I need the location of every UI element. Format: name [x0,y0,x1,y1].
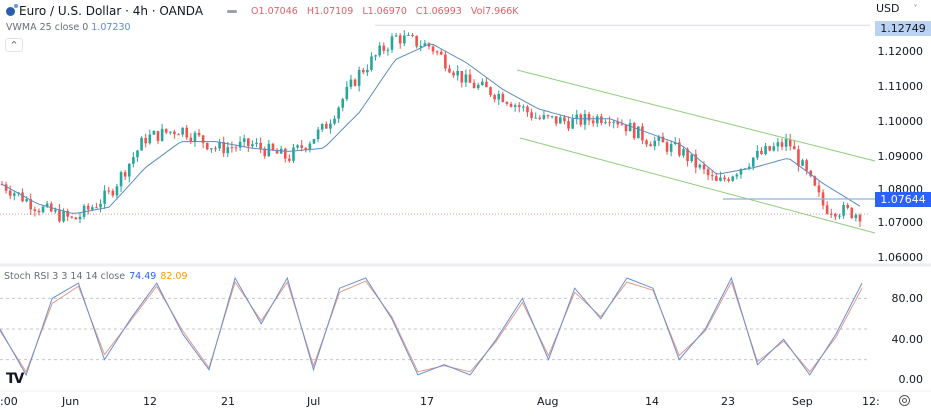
time-label: Aug [537,395,559,408]
price-label: 1.06000 [877,251,924,264]
time-label: 23 [721,395,735,408]
volume-value: Vol7.966K [470,5,519,17]
close-value: C1.06993 [415,5,462,17]
chart-settings-icon[interactable] [899,395,910,406]
collapse-indicators-button[interactable]: ^ [5,38,23,52]
collapse-legend-icon[interactable] [227,9,238,13]
price-label: 1.07000 [877,216,924,229]
time-label: Sep [792,395,813,408]
stoch-k-value: 74.49 [129,271,157,282]
stoch-rsi-legend[interactable]: Stoch RSI 3 3 14 14 close 74.49 82.09 [4,271,188,282]
low-value: L1.06970 [362,5,407,17]
vwma-value: 1.07230 [91,22,131,33]
vwma-label: VWMA 25 close 0 [6,22,89,33]
rsi-axis-label: 80.00 [891,292,924,305]
currency-flag-icon [6,3,18,16]
time-label: Jul [307,395,321,408]
symbol-legend: Euro / U.S. Dollar · 4h · OANDA O1.07046… [6,3,525,18]
price-label: 1.10000 [877,115,924,128]
ohlc-values: O1.07046 H1.07109 L1.06970 C1.06993 Vol7… [251,6,524,17]
time-label: 12: [862,395,880,408]
chevron-down-icon: ˅ [913,4,918,13]
symbol-title[interactable]: Euro / U.S. Dollar · 4h · OANDA [19,4,204,18]
rsi-axis-label: 40.00 [891,333,924,346]
time-label: 14 [645,395,659,408]
open-value: O1.07046 [251,5,298,17]
time-label: 17 [420,395,434,408]
price-label: 1.09000 [877,150,924,163]
price-label: 1.11000 [877,80,924,93]
stoch-d-value: 82.09 [160,271,188,282]
currency-label: USD [876,2,900,15]
time-label: 21 [221,395,235,408]
stoch-rsi-label: Stoch RSI 3 3 14 14 close [4,271,126,282]
tradingview-logo[interactable]: TV [6,371,24,387]
rsi-axis-label: 0.00 [898,373,924,386]
price-label: 1.12000 [877,45,924,58]
time-label: :00 [0,395,18,408]
vwma-legend[interactable]: VWMA 25 close 0 1.07230 [6,22,131,33]
high-value: H1.07109 [306,5,354,17]
time-label: 12 [143,395,157,408]
high-price-tag: 1.12749 [875,21,931,36]
currency-selector[interactable]: USD ˅ [876,2,918,15]
time-label: Jun [62,395,80,408]
current-price-tag: 1.07644 [875,192,931,207]
